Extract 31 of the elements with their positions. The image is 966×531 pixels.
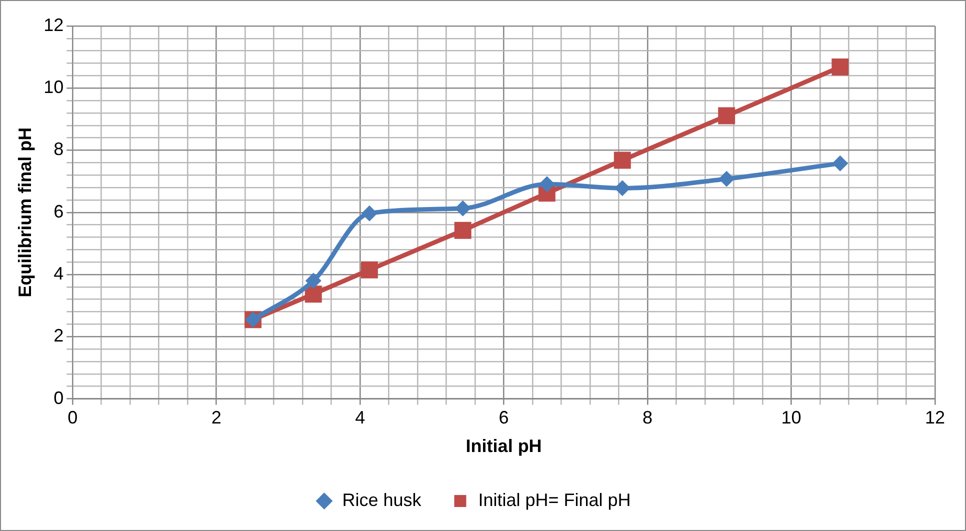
y-tick-label: 6 [54,201,64,222]
point [614,180,630,196]
point [832,155,848,172]
y-tick-label: 12 [44,14,64,35]
point [538,176,555,192]
point [361,205,378,222]
point [454,200,471,216]
x-tick-label: 8 [642,408,653,428]
legend-label: Initial pH= Final pH [478,490,631,510]
x-tick-label: 2 [211,408,222,428]
point [304,286,322,303]
y-tick-label: 10 [44,77,64,98]
y-axis-title: Equilibrium final pH [14,127,35,298]
x-axis-title: Initial pH [466,436,542,456]
x-tick-label: 0 [68,408,78,428]
y-tick-label: 2 [54,326,64,346]
point [718,107,736,124]
x-tick-label: 12 [924,408,946,428]
x-tick-label: 6 [498,408,509,428]
point [718,170,735,187]
y-tick-label: 8 [54,139,64,160]
point [454,222,472,239]
point [305,272,322,289]
point [360,261,378,278]
y-tick-label: 0 [54,388,64,408]
y-tick-label: 4 [54,264,64,284]
point [832,58,849,76]
x-tick-label: 4 [355,408,366,428]
point [614,152,631,169]
legend-label: Rice husk [342,490,422,510]
x-tick-label: 10 [781,408,802,428]
